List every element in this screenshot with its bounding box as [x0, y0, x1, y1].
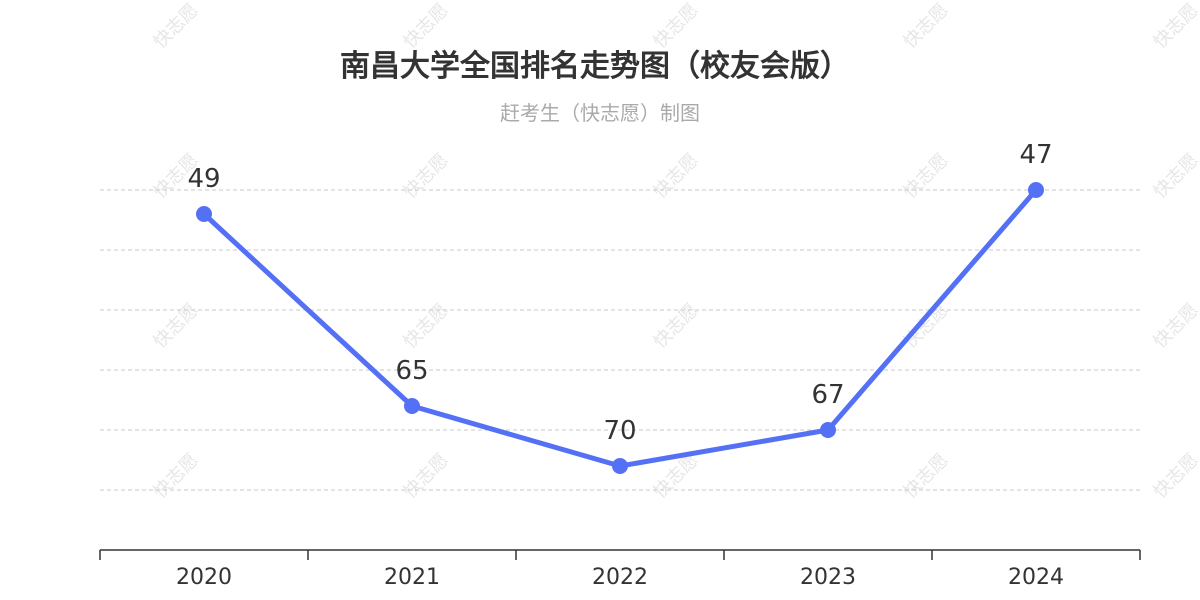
watermark-text: 快志愿	[900, 450, 953, 503]
data-label: 49	[187, 164, 220, 194]
watermark-text: 快志愿	[900, 300, 953, 353]
x-tick-label: 2023	[800, 565, 856, 590]
x-tick-label: 2024	[1008, 565, 1064, 590]
watermark-text: 快志愿	[400, 450, 453, 503]
watermark-text: 快志愿	[1150, 150, 1200, 203]
chart-subtitle: 赶考生（快志愿）制图	[500, 101, 700, 125]
watermark-text: 快志愿	[1150, 450, 1200, 503]
data-point[interactable]	[196, 206, 212, 222]
watermark-text: 快志愿	[150, 450, 203, 503]
x-tick-label: 2022	[592, 565, 648, 590]
watermark-text: 快志愿	[1150, 0, 1200, 53]
chart-title: 南昌大学全国排名走势图（校友会版）	[340, 49, 850, 84]
watermark-text: 快志愿	[650, 0, 703, 53]
x-tick-label: 2020	[176, 565, 232, 590]
watermark-text: 快志愿	[150, 300, 203, 353]
data-label: 65	[395, 356, 428, 386]
watermark-text: 快志愿	[900, 0, 953, 53]
watermark-text: 快志愿	[400, 0, 453, 53]
series-layer: 49 65 70 67 47	[187, 140, 1053, 474]
watermark-text: 快志愿	[1150, 300, 1200, 353]
watermark-text: 快志愿	[650, 150, 703, 203]
data-point[interactable]	[1028, 182, 1044, 198]
data-point[interactable]	[820, 422, 836, 438]
x-axis: 2020 2021 2022 2023 2024	[99, 549, 1141, 590]
watermark-text: 快志愿	[400, 300, 453, 353]
data-point[interactable]	[404, 398, 420, 414]
data-label: 47	[1019, 140, 1052, 170]
grid-lines	[100, 189, 1140, 491]
watermark-text: 快志愿	[400, 150, 453, 203]
x-tick-label: 2021	[384, 565, 440, 590]
watermark-text: 快志愿	[150, 0, 203, 53]
data-label: 67	[811, 380, 844, 410]
data-point[interactable]	[612, 458, 628, 474]
watermark-text: 快志愿	[900, 150, 953, 203]
data-label: 70	[603, 416, 636, 446]
watermark-text: 快志愿	[650, 300, 703, 353]
